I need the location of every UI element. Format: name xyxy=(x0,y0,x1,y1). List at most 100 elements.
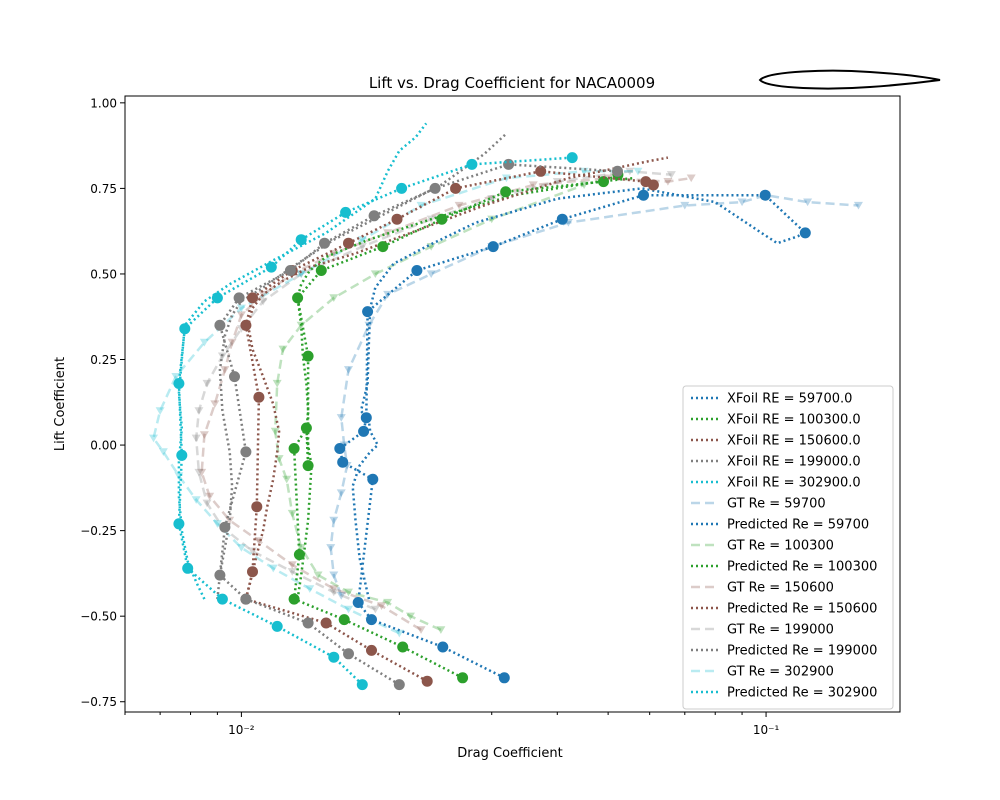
data-point-marker xyxy=(337,456,349,468)
legend-label: Predicted Re = 150600 xyxy=(727,602,877,617)
legend-label: Predicted Re = 199000 xyxy=(727,644,877,659)
data-point-marker xyxy=(293,549,305,561)
data-point-marker xyxy=(336,592,346,600)
data-point-marker xyxy=(251,501,263,513)
data-point-marker xyxy=(343,237,354,249)
data-point-marker xyxy=(202,499,212,508)
series-line xyxy=(194,170,672,611)
data-point-marker xyxy=(340,206,352,218)
data-point-marker xyxy=(566,152,578,164)
data-point-marker xyxy=(366,644,377,656)
data-point-marker xyxy=(194,407,204,415)
data-point-marker xyxy=(236,544,246,552)
data-point-marker xyxy=(436,213,448,225)
data-point-marker xyxy=(454,201,464,210)
series-predicted-re-100300 xyxy=(288,169,624,684)
legend-item: XFoil RE = 100300.0 xyxy=(691,413,861,428)
data-point-marker xyxy=(320,617,332,629)
data-point-marker xyxy=(247,566,258,578)
data-point-marker xyxy=(487,241,499,253)
legend-item: XFoil RE = 59700.0 xyxy=(691,392,852,407)
data-point-marker xyxy=(500,186,512,198)
data-point-marker xyxy=(225,516,235,525)
data-point-marker xyxy=(295,234,307,246)
data-point-marker xyxy=(394,629,404,638)
data-point-marker xyxy=(302,460,314,472)
data-point-marker xyxy=(302,617,314,629)
data-point-marker xyxy=(247,292,258,304)
data-point-marker xyxy=(799,227,811,239)
data-point-marker xyxy=(271,620,283,632)
data-point-marker xyxy=(173,378,185,389)
data-point-marker xyxy=(377,602,387,610)
data-point-marker xyxy=(367,473,379,485)
data-point-marker xyxy=(287,561,297,569)
data-point-marker xyxy=(362,306,374,318)
series-line xyxy=(338,193,807,679)
legend-item: Predicted Re = 199000 xyxy=(691,644,877,659)
data-point-marker xyxy=(437,641,449,653)
data-point-marker xyxy=(803,198,813,207)
data-point-marker xyxy=(370,270,380,279)
series-xfoil-re-59700-0 xyxy=(351,187,809,600)
x-tick-label: 10⁻² xyxy=(228,723,255,737)
data-point-marker xyxy=(336,414,346,422)
data-point-marker xyxy=(329,294,339,302)
y-tick-label: −0.25 xyxy=(80,524,117,538)
data-point-marker xyxy=(236,311,246,320)
data-point-marker xyxy=(296,544,306,552)
data-point-marker xyxy=(429,182,441,194)
data-point-marker xyxy=(302,350,314,362)
data-point-marker xyxy=(397,641,409,653)
data-point-marker xyxy=(179,323,191,335)
data-point-marker xyxy=(315,265,327,276)
data-point-marker xyxy=(759,189,771,201)
series-line xyxy=(244,170,654,683)
data-point-marker xyxy=(358,425,370,437)
data-point-marker xyxy=(217,352,227,361)
legend-label: Predicted Re = 100300 xyxy=(727,560,877,575)
legend-box xyxy=(682,385,894,710)
data-point-marker xyxy=(383,598,393,607)
legend-item: Predicted Re = 100300 xyxy=(691,560,877,575)
data-point-marker xyxy=(253,391,265,403)
data-point-marker xyxy=(329,585,339,593)
data-point-marker xyxy=(368,210,380,222)
legend-label: GT Re = 100300 xyxy=(727,539,834,554)
legend-label: GT Re = 59700 xyxy=(727,497,826,512)
data-point-marker xyxy=(343,605,353,614)
data-point-marker xyxy=(343,366,353,374)
data-point-marker xyxy=(214,319,226,331)
legend-label: GT Re = 150600 xyxy=(727,581,834,596)
data-point-marker xyxy=(229,371,240,383)
data-point-marker xyxy=(598,176,609,188)
data-point-marker xyxy=(216,593,228,605)
series-predicted-re-59700 xyxy=(334,189,811,684)
legend-label: GT Re = 199000 xyxy=(727,623,834,638)
data-point-marker xyxy=(211,292,223,304)
data-point-marker xyxy=(450,182,462,194)
data-point-marker xyxy=(328,651,340,663)
data-point-marker xyxy=(202,379,212,388)
data-point-marker xyxy=(205,492,215,501)
legend-label: XFoil RE = 302900.0 xyxy=(727,476,861,491)
data-point-marker xyxy=(182,562,194,574)
data-point-marker xyxy=(270,427,280,436)
airfoil-profile-icon xyxy=(758,69,941,90)
data-point-marker xyxy=(498,672,510,684)
data-point-marker xyxy=(501,174,511,183)
data-point-marker xyxy=(258,297,268,306)
data-point-marker xyxy=(377,241,389,253)
legend-item: XFoil RE = 199000.0 xyxy=(691,455,861,470)
data-point-marker xyxy=(240,319,252,331)
legend-item: XFoil RE = 150600.0 xyxy=(691,434,861,449)
data-point-marker xyxy=(272,379,282,388)
data-point-marker xyxy=(366,614,377,626)
data-point-marker xyxy=(357,236,367,244)
data-point-marker xyxy=(329,571,339,580)
legend-item: GT Re = 302900 xyxy=(691,665,834,680)
legend-label: XFoil RE = 59700.0 xyxy=(727,392,852,407)
data-point-marker xyxy=(268,564,278,573)
data-point-marker xyxy=(352,597,364,608)
data-point-marker xyxy=(360,412,372,424)
